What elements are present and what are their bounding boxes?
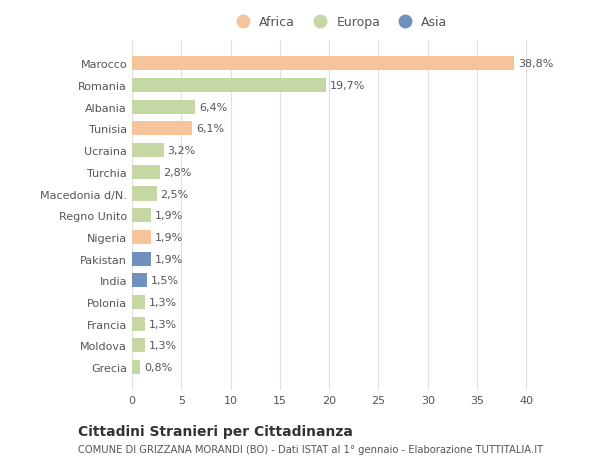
Bar	[132, 274, 147, 288]
Text: 2,8%: 2,8%	[164, 168, 192, 178]
Bar	[132, 252, 151, 266]
Text: 1,9%: 1,9%	[155, 211, 183, 221]
Bar	[132, 295, 145, 309]
Text: 0,8%: 0,8%	[144, 362, 172, 372]
Text: COMUNE DI GRIZZANA MORANDI (BO) - Dati ISTAT al 1° gennaio - Elaborazione TUTTIT: COMUNE DI GRIZZANA MORANDI (BO) - Dati I…	[78, 444, 543, 454]
Bar	[132, 101, 195, 115]
Text: 1,3%: 1,3%	[149, 319, 177, 329]
Text: 38,8%: 38,8%	[518, 59, 554, 69]
Text: 1,3%: 1,3%	[149, 297, 177, 308]
Text: 1,5%: 1,5%	[151, 276, 179, 285]
Text: 19,7%: 19,7%	[330, 81, 365, 91]
Bar	[132, 230, 151, 244]
Text: 1,3%: 1,3%	[149, 341, 177, 351]
Bar	[132, 360, 140, 374]
Text: Cittadini Stranieri per Cittadinanza: Cittadini Stranieri per Cittadinanza	[78, 425, 353, 438]
Bar	[132, 339, 145, 353]
Bar	[132, 144, 164, 158]
Text: 6,4%: 6,4%	[199, 102, 227, 112]
Text: 3,2%: 3,2%	[167, 146, 196, 156]
Text: 2,5%: 2,5%	[161, 189, 189, 199]
Bar	[132, 209, 151, 223]
Bar	[132, 57, 514, 71]
Bar	[132, 165, 160, 179]
Text: 6,1%: 6,1%	[196, 124, 224, 134]
Bar	[132, 187, 157, 201]
Text: 1,9%: 1,9%	[155, 232, 183, 242]
Bar	[132, 79, 326, 93]
Text: 1,9%: 1,9%	[155, 254, 183, 264]
Bar	[132, 122, 192, 136]
Legend: Africa, Europa, Asia: Africa, Europa, Asia	[227, 13, 451, 33]
Bar	[132, 317, 145, 331]
